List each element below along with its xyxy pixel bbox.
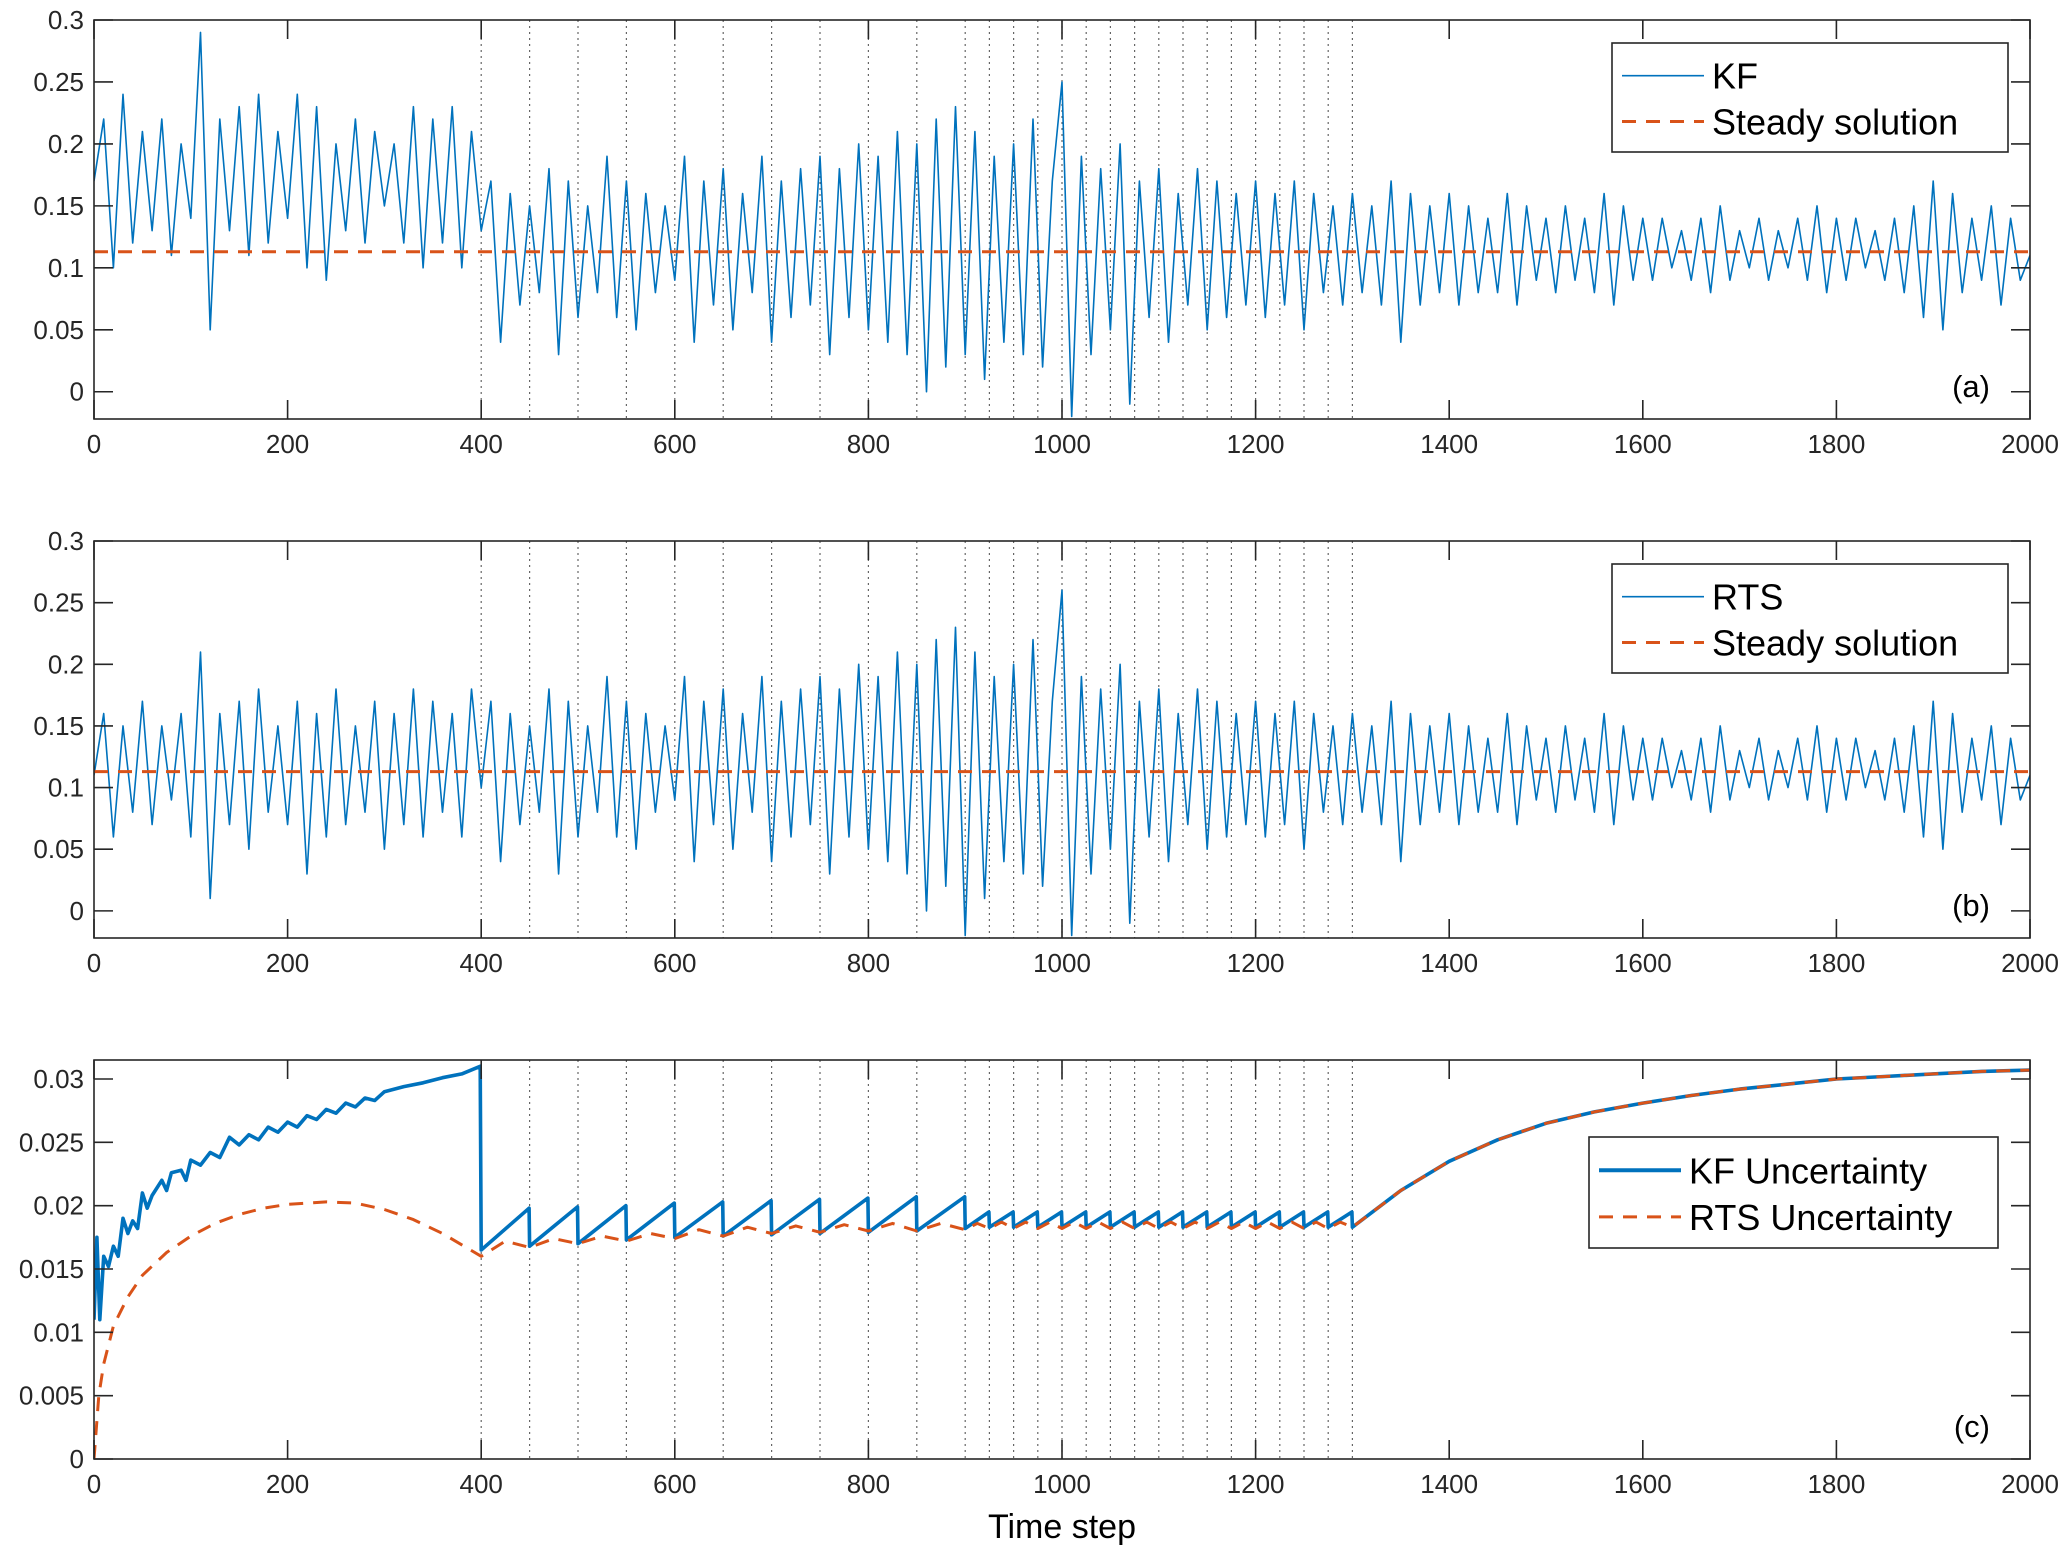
y-tick-label: 0.25	[33, 67, 84, 97]
x-tick-label: 400	[460, 948, 503, 978]
panel-b: 0 200 400 600 800 1000 1200 1400 1600 1800 2000 0 0.…	[33, 526, 2059, 978]
x-tick-label: 1000	[1033, 1469, 1091, 1499]
x-tick-label: 600	[653, 429, 696, 459]
legend-label: Steady solution	[1712, 622, 1958, 663]
y-tick-label: 0.2	[48, 129, 84, 159]
legend: KF Uncertainty RTS Uncertainty	[1588, 1136, 1999, 1249]
x-tick-label: 1200	[1227, 1469, 1285, 1499]
y-tick-label: 0.3	[48, 526, 84, 556]
x-tick-label: 1600	[1614, 1469, 1672, 1499]
y-tick-label: 0.25	[33, 588, 84, 618]
x-tick-label: 1400	[1420, 948, 1478, 978]
panel-c: 0 200 400 600 800 1000 1200 1400 1600 1800 2000 0 0.…	[19, 1059, 2059, 1499]
x-tick-label: 1600	[1614, 948, 1672, 978]
y-tick-label: 0.015	[19, 1254, 84, 1284]
y-tick-label: 0.025	[19, 1127, 84, 1157]
y-tick-label: 0.1	[48, 253, 84, 283]
y-tick-label: 0.03	[33, 1064, 84, 1094]
x-tick-label: 800	[847, 429, 890, 459]
x-tick-label: 1400	[1420, 1469, 1478, 1499]
x-tick-label: 1800	[1807, 429, 1865, 459]
y-tick-label: 0.2	[48, 649, 84, 679]
y-tick-label: 0.3	[48, 5, 84, 35]
y-tick-label: 0.01	[33, 1317, 84, 1347]
x-tick-label: 2000	[2001, 429, 2059, 459]
legend-label: RTS Uncertainty	[1689, 1197, 1952, 1238]
legend-box	[1611, 563, 2009, 674]
x-tick-label: 2000	[2001, 1469, 2059, 1499]
series-group	[94, 1064, 2030, 1459]
x-tick-label: 1600	[1614, 429, 1672, 459]
legend-label: KF Uncertainty	[1689, 1150, 1927, 1191]
x-tick-label: 400	[460, 429, 503, 459]
x-tick-label: 1400	[1420, 429, 1478, 459]
series-line-kf	[94, 31, 2030, 418]
y-tick-label: 0.005	[19, 1381, 84, 1411]
x-tick-label: 1800	[1807, 948, 1865, 978]
x-tick-label: 600	[653, 1469, 696, 1499]
x-tick-label: 1000	[1033, 948, 1091, 978]
legend-box	[1588, 1136, 1999, 1249]
panel-label: (a)	[1952, 369, 1990, 404]
panel-a: 0 200 400 600 800 1000 1200 1400 1600 1800 2000 0 0.…	[33, 5, 2059, 459]
x-tick-label: 600	[653, 948, 696, 978]
x-tick-label: 200	[266, 1469, 309, 1499]
x-axis-label: Time step	[988, 1508, 1136, 1546]
series-line-kf-uncertainty	[94, 1064, 2030, 1322]
series-group	[94, 31, 2030, 418]
series-group	[94, 589, 2030, 937]
panel-label: (b)	[1952, 888, 1990, 923]
x-tick-label: 1800	[1807, 1469, 1865, 1499]
legend-label: Steady solution	[1712, 101, 1958, 142]
y-tick-label: 0.1	[48, 773, 84, 803]
legend-box	[1611, 42, 2009, 153]
y-tick-label: 0	[70, 896, 84, 926]
panel-label: (c)	[1954, 1409, 1990, 1444]
x-tick-label: 200	[266, 429, 309, 459]
x-tick-label: 1000	[1033, 429, 1091, 459]
x-tick-label: 400	[460, 1469, 503, 1499]
x-tick-label: 0	[87, 1469, 101, 1499]
x-tick-label: 800	[847, 948, 890, 978]
x-tick-label: 0	[87, 948, 101, 978]
x-tick-label: 2000	[2001, 948, 2059, 978]
x-tick-label: 200	[266, 948, 309, 978]
y-tick-label: 0.15	[33, 191, 84, 221]
x-tick-label: 1200	[1227, 429, 1285, 459]
y-tick-label: 0.15	[33, 711, 84, 741]
series-line-rts	[94, 589, 2030, 937]
series-line-rts-uncertainty	[94, 1068, 2030, 1459]
legend-label: KF	[1712, 56, 1758, 97]
y-tick-label: 0.02	[33, 1191, 84, 1221]
y-tick-label: 0	[70, 377, 84, 407]
y-tick-label: 0	[70, 1444, 84, 1474]
x-tick-label: 800	[847, 1469, 890, 1499]
x-tick-label: 0	[87, 429, 101, 459]
x-tick-label: 1200	[1227, 948, 1285, 978]
y-tick-label: 0.05	[33, 834, 84, 864]
legend-label: RTS	[1712, 577, 1783, 618]
y-tick-label: 0.05	[33, 315, 84, 345]
